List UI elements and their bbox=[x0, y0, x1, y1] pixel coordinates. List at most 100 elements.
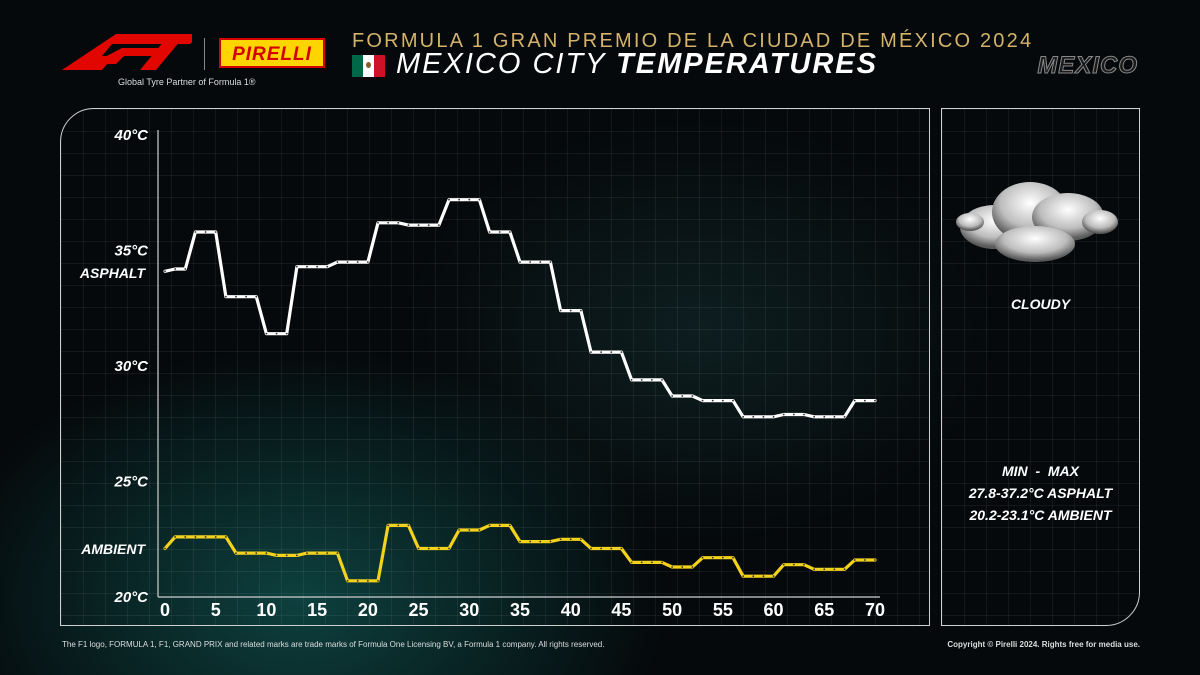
asphalt-point bbox=[184, 268, 187, 270]
partner-text: Global Tyre Partner of Formula 1® bbox=[118, 77, 256, 87]
ambient-point bbox=[559, 538, 562, 541]
ambient-point bbox=[184, 536, 187, 538]
ambient-point bbox=[661, 561, 663, 564]
ambient-point bbox=[610, 547, 613, 550]
asphalt-point bbox=[721, 399, 724, 402]
ambient-point bbox=[721, 556, 724, 559]
y-tick-label: 40°C bbox=[113, 127, 149, 144]
asphalt-point bbox=[214, 231, 217, 233]
asphalt-point bbox=[326, 265, 329, 268]
x-tick-label: 35 bbox=[510, 600, 530, 620]
asphalt-point bbox=[650, 378, 653, 381]
asphalt-point bbox=[174, 268, 177, 270]
asphalt-point bbox=[316, 265, 319, 268]
asphalt-point bbox=[691, 395, 694, 397]
asphalt-point bbox=[356, 261, 359, 263]
asphalt-point bbox=[559, 309, 562, 312]
x-tick-label: 25 bbox=[409, 600, 429, 620]
ambient-point bbox=[671, 566, 674, 568]
ambient-point bbox=[843, 568, 846, 571]
ambient-point bbox=[235, 552, 237, 555]
country-word: MEXICO bbox=[1037, 52, 1138, 80]
asphalt-point bbox=[863, 399, 866, 402]
asphalt-point bbox=[478, 198, 481, 201]
asphalt-point bbox=[397, 221, 400, 224]
footer-copyright: Copyright © Pirelli 2024. Rights free fo… bbox=[947, 640, 1140, 649]
ambient-point bbox=[417, 547, 420, 550]
ambient-point bbox=[569, 538, 572, 541]
ambient-point bbox=[620, 547, 623, 550]
asphalt-point bbox=[377, 221, 379, 224]
y-tick-label: 20°C bbox=[113, 589, 149, 606]
asphalt-point bbox=[387, 221, 390, 224]
ambient-point bbox=[782, 563, 785, 566]
asphalt-point bbox=[306, 265, 308, 268]
ambient-point bbox=[437, 547, 440, 550]
ambient-point bbox=[701, 556, 704, 559]
ambient-point bbox=[458, 529, 461, 531]
asphalt-point bbox=[488, 231, 491, 233]
title-bold: TEMPERATURES bbox=[616, 48, 878, 80]
ambient-point bbox=[174, 536, 177, 538]
ambient-point bbox=[407, 524, 410, 527]
asphalt-point bbox=[620, 351, 623, 354]
ambient-point bbox=[356, 579, 359, 582]
ambient-point bbox=[742, 575, 745, 578]
ambient-point bbox=[306, 552, 308, 555]
min-max-ambient: 20.2-23.1°C AMBIENT bbox=[969, 507, 1112, 523]
asphalt-point bbox=[579, 309, 582, 312]
ambient-point bbox=[204, 536, 207, 538]
pirelli-logo: PIRELLI bbox=[219, 38, 325, 68]
ambient-point bbox=[377, 579, 379, 582]
asphalt-point bbox=[752, 415, 755, 418]
asphalt-point bbox=[275, 332, 278, 335]
asphalt-point bbox=[610, 351, 613, 354]
ambient-point bbox=[752, 575, 755, 578]
ambient-point bbox=[387, 524, 390, 527]
ambient-point bbox=[813, 568, 816, 571]
ambient-point bbox=[650, 561, 653, 564]
asphalt-point bbox=[833, 415, 836, 418]
ambient-point bbox=[833, 568, 836, 571]
asphalt-point bbox=[803, 413, 805, 416]
weather-label: CLOUDY bbox=[1010, 296, 1071, 312]
ambient-point bbox=[164, 547, 166, 550]
asphalt-point bbox=[640, 378, 643, 381]
ambient-point bbox=[549, 540, 552, 543]
logo-divider bbox=[204, 38, 205, 70]
ambient-point bbox=[590, 547, 592, 550]
asphalt-point bbox=[732, 399, 734, 402]
ambient-point bbox=[732, 556, 734, 559]
ambient-point bbox=[316, 552, 319, 555]
asphalt-point bbox=[772, 415, 775, 418]
min-max-asphalt: 27.8-37.2°C ASPHALT bbox=[968, 485, 1113, 501]
ambient-point bbox=[275, 554, 278, 557]
ambient-point bbox=[326, 552, 329, 555]
ambient-point bbox=[488, 524, 491, 527]
asphalt-point bbox=[874, 399, 876, 402]
ambient-series-label: AMBIENT bbox=[80, 541, 146, 557]
ambient-point bbox=[214, 536, 217, 538]
asphalt-point bbox=[498, 231, 501, 233]
ambient-point bbox=[194, 536, 197, 538]
asphalt-point bbox=[539, 261, 542, 263]
ambient-point bbox=[366, 579, 369, 582]
asphalt-point bbox=[346, 261, 349, 263]
asphalt-point bbox=[742, 415, 745, 418]
ambient-point bbox=[498, 524, 501, 527]
asphalt-point bbox=[823, 415, 826, 418]
ambient-point bbox=[285, 554, 288, 557]
x-tick-label: 20 bbox=[358, 600, 378, 620]
asphalt-point bbox=[519, 261, 521, 263]
asphalt-point bbox=[681, 395, 684, 397]
x-tick-label: 15 bbox=[307, 600, 327, 620]
footer-trademark: The F1 logo, FORMULA 1, F1, GRAND PRIX a… bbox=[62, 640, 605, 649]
x-tick-label: 50 bbox=[662, 600, 682, 620]
asphalt-point bbox=[468, 198, 471, 201]
asphalt-point bbox=[407, 224, 410, 226]
x-tick-label: 70 bbox=[865, 600, 885, 620]
x-tick-label: 30 bbox=[459, 600, 479, 620]
asphalt-point bbox=[549, 261, 552, 263]
y-tick-label: 30°C bbox=[114, 358, 149, 375]
